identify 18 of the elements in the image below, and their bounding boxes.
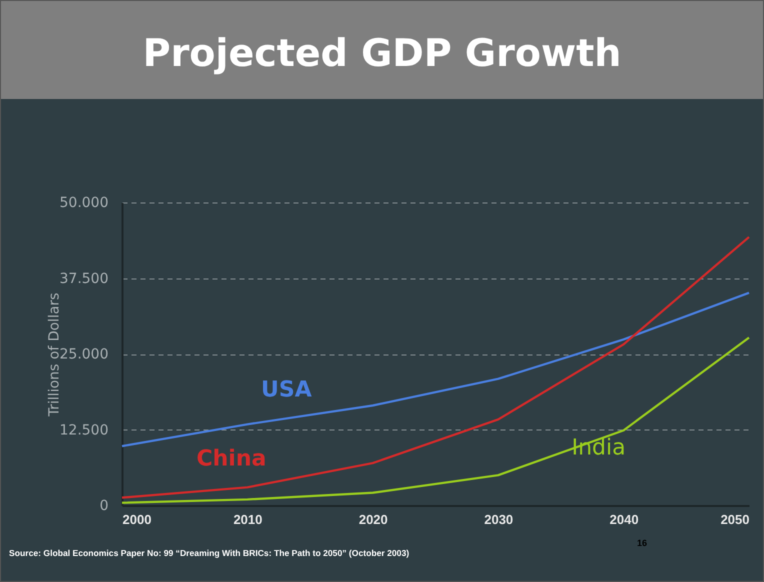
y-tick-label: 25.000 <box>60 346 108 362</box>
series-label: USA <box>261 377 312 402</box>
x-tick-label: 2050 <box>720 512 750 527</box>
line-series <box>120 336 750 504</box>
chart-title: Projected GDP Growth <box>1 1 763 99</box>
source-note: Source: Global Economics Paper No: 99 “Dreaming With BRICs: The Path to 2050” (October 2003) <box>9 548 410 558</box>
x-tick-label: 2040 <box>610 512 639 527</box>
x-tick-label: 2020 <box>358 512 388 527</box>
x-tick-label: 2000 <box>122 512 152 527</box>
series-label: China <box>196 446 266 472</box>
x-tick-label: 2030 <box>484 512 514 527</box>
y-tick-label: 37.500 <box>60 270 108 287</box>
line-series <box>120 236 750 499</box>
y-tick-label: 50.000 <box>60 195 108 211</box>
y-tick-label: 12.500 <box>60 422 108 438</box>
y-tick-label: 0 <box>100 498 108 514</box>
x-tick-label: 2010 <box>233 512 262 527</box>
text: 16 <box>637 538 648 548</box>
